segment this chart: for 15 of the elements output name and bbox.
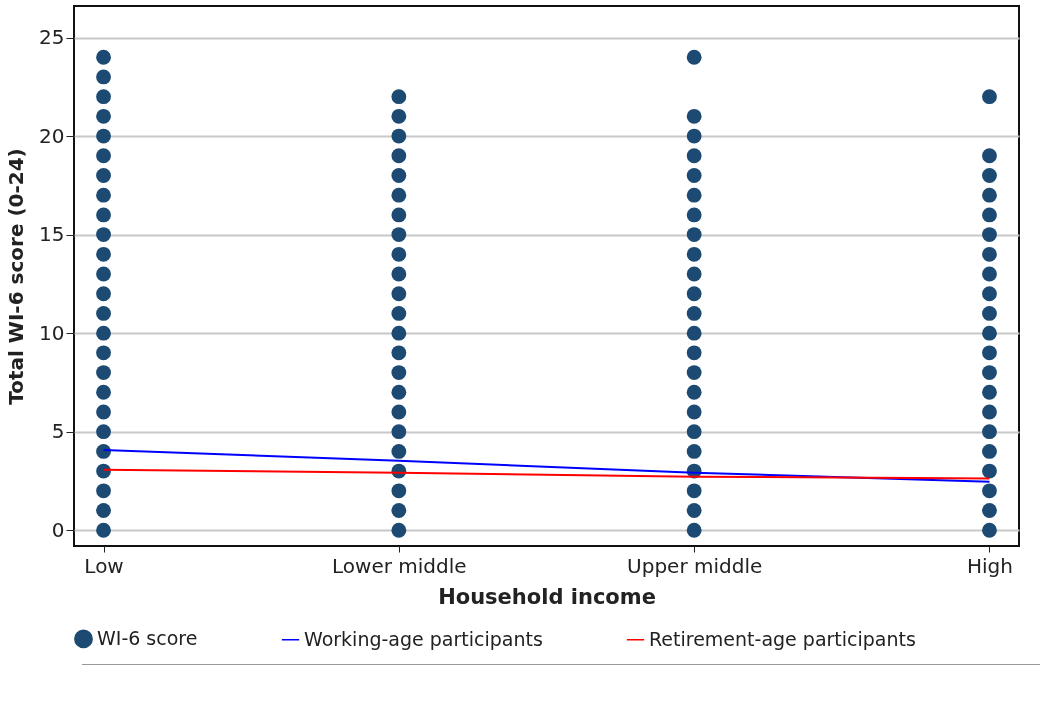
x-tick-label: High (966, 553, 1013, 578)
y-tick-label: 0 (51, 517, 65, 542)
y-tick-label: 10 (39, 320, 65, 345)
legend-label: WI-6 score (97, 626, 198, 649)
y-tick-label: 5 (51, 419, 65, 444)
legend-label: Working-age participants (304, 627, 543, 650)
y-tick-label: 15 (39, 222, 65, 247)
y-tick-label: 25 (39, 25, 65, 50)
x-tick-label: Upper middle (627, 553, 763, 578)
y-axis-title: Total WI-6 score (0-24) (4, 148, 29, 405)
legend-label: Retirement-age participants (649, 627, 916, 650)
x-axis-title: Household income (438, 584, 656, 609)
x-tick-label: Low (84, 553, 124, 578)
y-tick-label: 20 (39, 123, 65, 148)
x-tick-label: Lower middle (332, 553, 467, 578)
